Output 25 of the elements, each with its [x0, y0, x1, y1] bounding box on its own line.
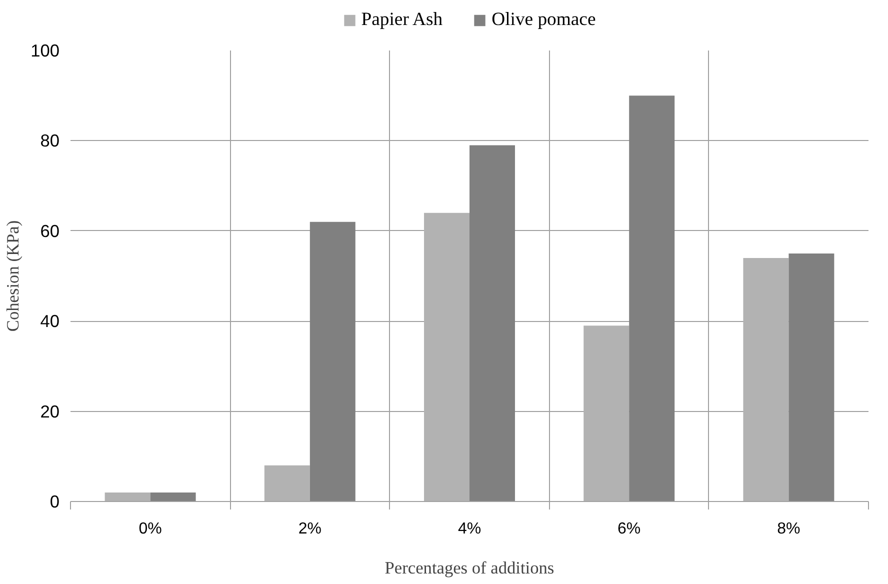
y-tick-label: 0 [50, 492, 60, 512]
legend-label: Papier Ash [361, 9, 443, 31]
y-tick-label: 40 [40, 311, 60, 332]
x-tick-label: 0% [138, 520, 162, 538]
y-axis-title: Cohesion (KPa) [4, 220, 23, 332]
y-tick-label: 20 [40, 401, 60, 422]
bar [310, 222, 356, 502]
legend-label: Olive pomace [492, 9, 596, 31]
y-tick-label: 100 [30, 40, 60, 60]
x-tick-label: 4% [458, 520, 482, 538]
y-tick-label: 60 [40, 220, 60, 241]
bar [743, 258, 789, 502]
bar [150, 492, 196, 502]
x-axis-title: Percentages of additions [384, 558, 554, 578]
bar [264, 465, 310, 502]
bar [104, 492, 150, 502]
y-tick-label: 80 [40, 130, 60, 151]
bar [788, 253, 834, 502]
x-tick-label: 6% [618, 520, 641, 538]
x-tick-label: 2% [298, 520, 322, 538]
x-tick-label: 8% [777, 520, 800, 538]
bar [470, 145, 515, 502]
bar [629, 96, 675, 502]
bar [424, 212, 470, 502]
bar [584, 326, 630, 502]
